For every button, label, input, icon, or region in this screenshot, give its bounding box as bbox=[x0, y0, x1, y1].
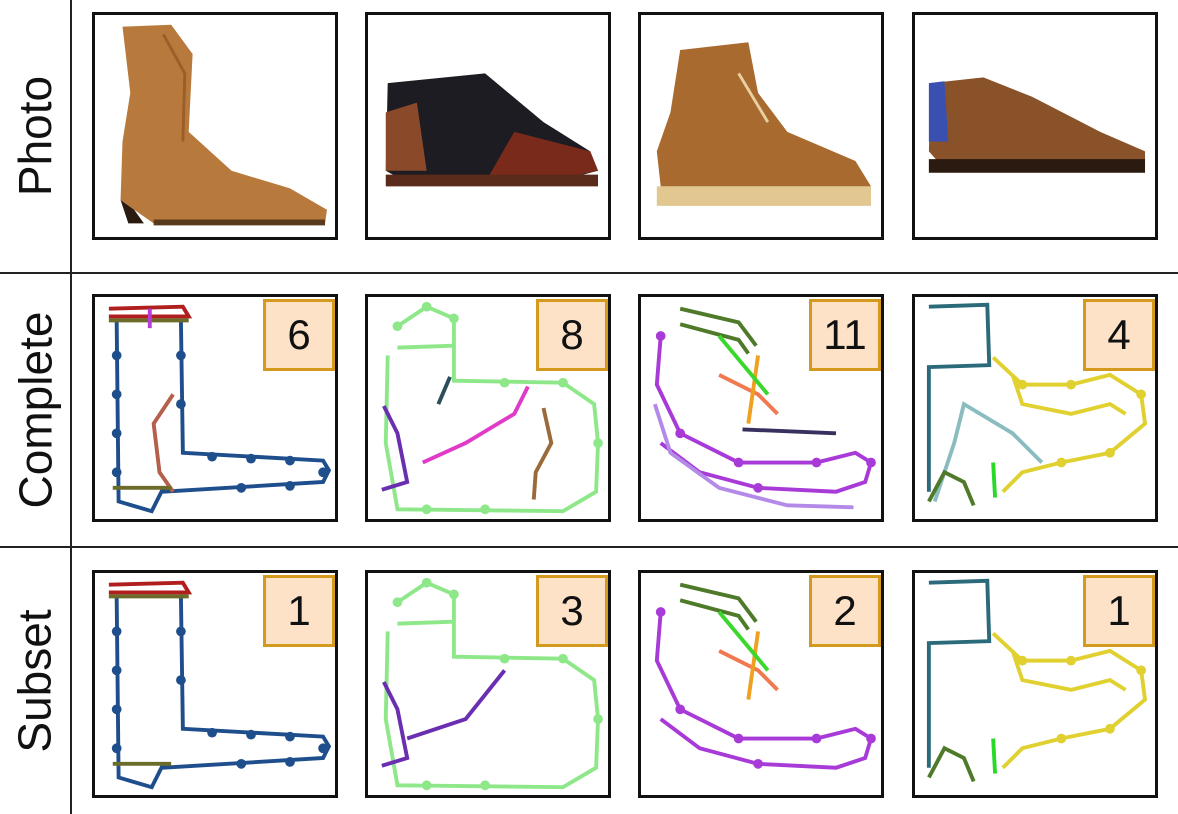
complete-sketch-3 bbox=[653, 306, 876, 510]
stroke-count-badge: 11 bbox=[809, 299, 881, 371]
photo-cell-2 bbox=[365, 12, 611, 240]
subset-sketch-cell-1: 1 bbox=[92, 570, 338, 798]
complete-sketch-4 bbox=[926, 302, 1148, 507]
row-divider-2 bbox=[0, 546, 1178, 548]
row-label-complete: Complete bbox=[9, 311, 61, 509]
column-divider bbox=[70, 0, 72, 814]
subset-sketch-cell-2: 3 bbox=[365, 570, 611, 798]
photo-cell-3 bbox=[638, 12, 884, 240]
complete-sketch-cell-4: 4 bbox=[912, 294, 1158, 522]
black-brown-brogue-photo bbox=[385, 73, 599, 187]
complete-sketch-cell-1: 6 bbox=[92, 294, 338, 522]
stroke-count-badge: 1 bbox=[1083, 575, 1155, 647]
stroke-count-badge: 3 bbox=[536, 575, 608, 647]
complete-sketch-2 bbox=[381, 301, 603, 515]
stroke-count-badge: 8 bbox=[536, 299, 608, 371]
subset-sketch-cell-3: 2 bbox=[638, 570, 884, 798]
complete-sketch-cell-2: 8 bbox=[365, 294, 611, 522]
subset-sketch-cell-4: 1 bbox=[912, 570, 1158, 798]
subset-sketch-1 bbox=[108, 580, 332, 790]
row-label-subset: Subset bbox=[9, 609, 61, 753]
row-label-photo: Photo bbox=[9, 75, 61, 197]
photo-cell-4 bbox=[912, 12, 1158, 240]
stroke-count-badge: 2 bbox=[809, 575, 881, 647]
complete-sketch-cell-3: 11 bbox=[638, 294, 884, 522]
complete-sketch-1 bbox=[108, 304, 332, 514]
brown-oxford-shoe-photo bbox=[928, 77, 1146, 173]
stroke-count-badge: 1 bbox=[263, 575, 335, 647]
row-divider-1 bbox=[0, 272, 1178, 274]
desert-chukka-boot-photo bbox=[656, 42, 872, 206]
subset-sketch-2 bbox=[381, 577, 603, 791]
photo-cell-1 bbox=[92, 12, 338, 240]
ankle-boot-photo bbox=[120, 24, 327, 226]
stroke-count-badge: 4 bbox=[1083, 299, 1155, 371]
subset-sketch-4 bbox=[926, 578, 1148, 783]
subset-sketch-3 bbox=[654, 582, 876, 770]
stroke-count-badge: 6 bbox=[263, 299, 335, 371]
